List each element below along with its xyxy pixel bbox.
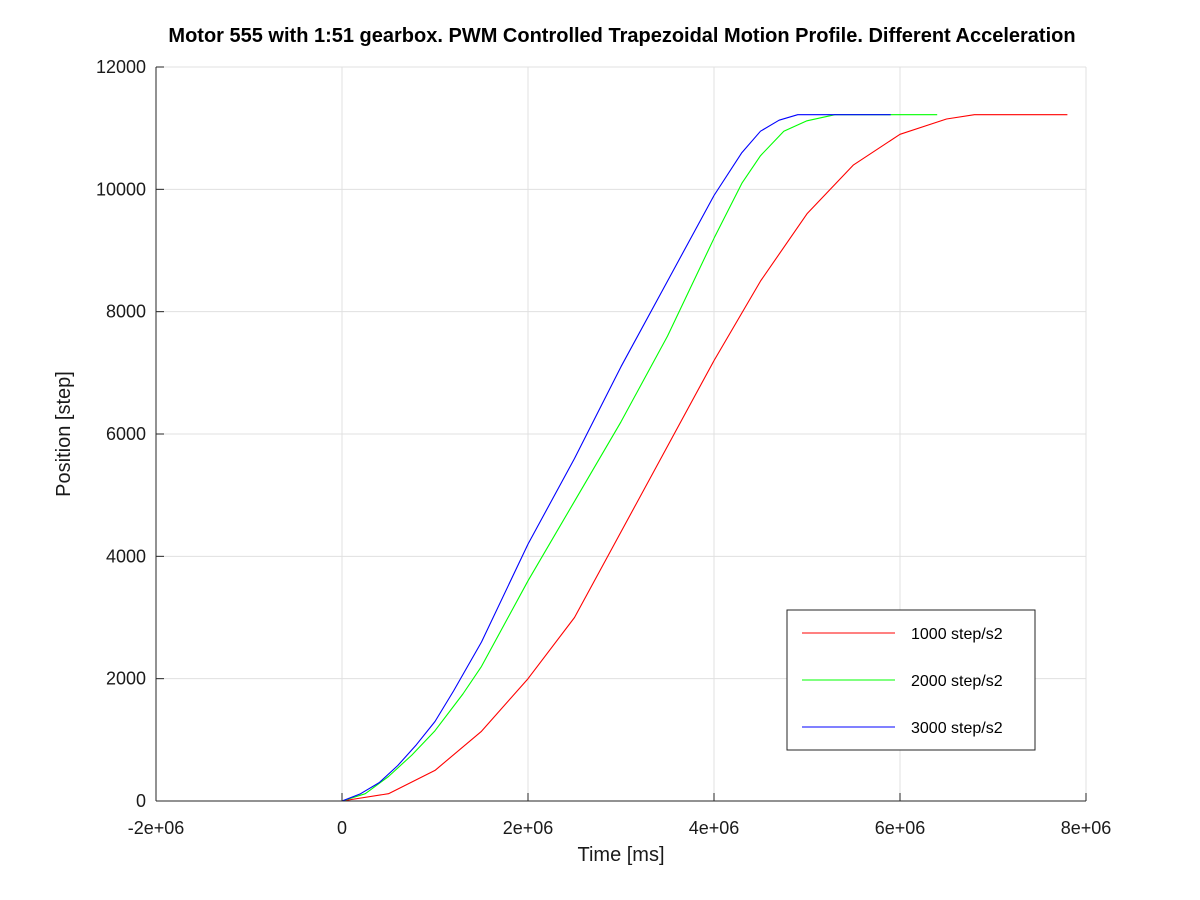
legend-label-2: 2000 step/s2 [911,673,1003,690]
series-layer [323,114,1068,802]
x-tick-label: 0 [337,818,347,838]
y-tick-label: 12000 [96,57,146,77]
series-line-3 [323,114,891,802]
y-axis-label: Position [step] [53,371,75,497]
legend: 1000 step/s2 2000 step/s2 3000 step/s2 [786,609,1036,751]
x-tick-label: -2e+06 [128,818,185,838]
series-line-1 [341,114,1068,802]
legend-label-3: 3000 step/s2 [911,720,1003,737]
y-tick-label: 10000 [96,179,146,199]
series-line-2 [341,114,938,802]
y-tick-label: 2000 [106,669,146,689]
y-tick-label: 4000 [106,546,146,566]
y-tick-label: 0 [136,791,146,811]
y-tick-label: 8000 [106,302,146,322]
legend-label-1: 1000 step/s2 [911,626,1003,643]
x-tick-label: 8e+06 [1061,818,1112,838]
chart-title: Motor 555 with 1:51 gearbox. PWM Control… [168,25,1075,47]
x-tick-label: 4e+06 [689,818,740,838]
grid [155,66,1087,802]
x-axis-label: Time [ms] [577,844,664,866]
x-tick-label: 2e+06 [503,818,554,838]
x-tick-label: 6e+06 [875,818,926,838]
axis-ticks: -2e+06 0 2e+06 4e+06 6e+06 8e+06 0 2000 4000 6000… [96,57,1111,838]
y-tick-label: 6000 [106,424,146,444]
